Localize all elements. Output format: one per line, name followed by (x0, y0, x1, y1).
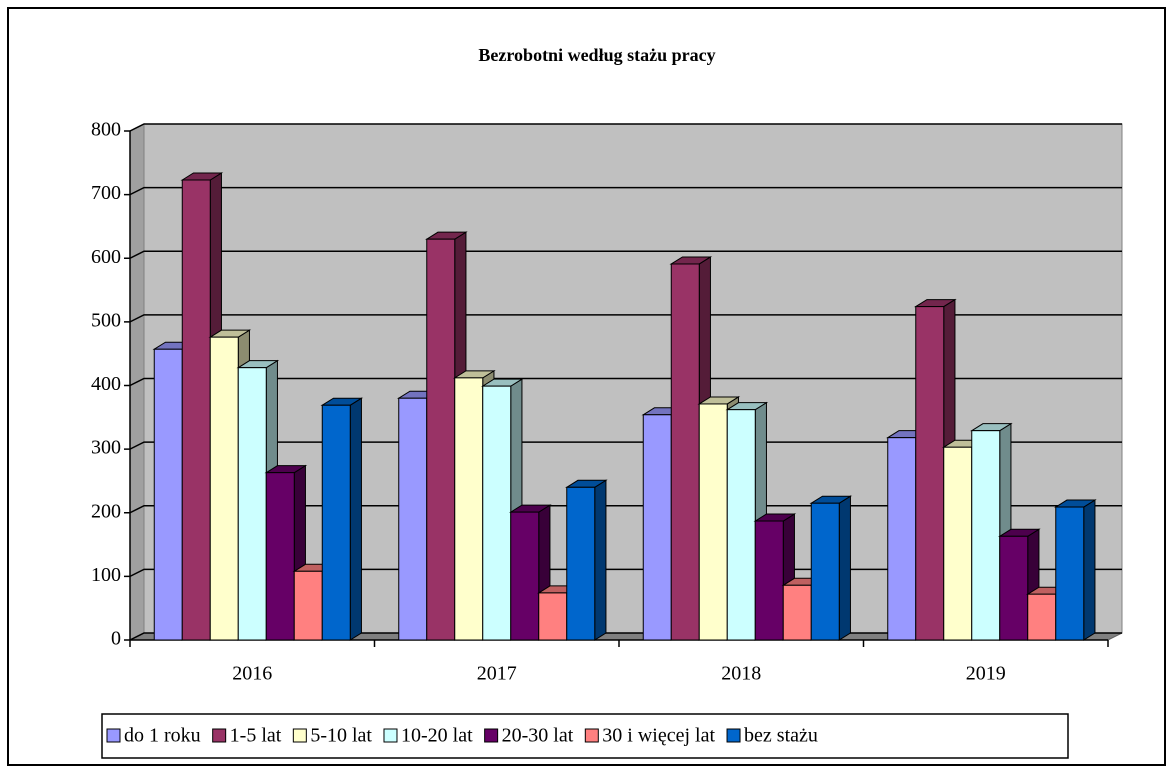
bar (425, 231, 468, 641)
bar-front (810, 502, 840, 641)
y-tick-label: 700 (91, 182, 121, 204)
legend-swatch (383, 728, 398, 743)
bar-side (349, 397, 362, 641)
x-tick-label: 2016 (232, 663, 272, 685)
bar (320, 397, 364, 641)
bar (998, 528, 1041, 641)
bar-front (426, 238, 456, 641)
y-tick-label: 200 (91, 500, 121, 522)
bar-front (454, 377, 484, 641)
bar-front (510, 511, 540, 641)
legend-label: 20-30 lat (502, 725, 574, 747)
legend-label: 1-5 lat (230, 725, 282, 747)
legend-swatch (726, 728, 741, 743)
y-tick-label: 800 (91, 119, 121, 141)
y-tick-label: 600 (91, 246, 121, 268)
legend-label: 10-20 lat (401, 725, 473, 747)
bar-front (726, 409, 756, 641)
bar (565, 479, 608, 641)
grid-line (129, 568, 1122, 578)
x-tick-label: 2018 (721, 663, 761, 685)
legend-label: 30 i więcej lat (602, 725, 715, 747)
bar-front (698, 403, 728, 641)
grid-line (129, 250, 1122, 259)
legend-label: 5-10 lat (310, 725, 372, 747)
bar-front (915, 306, 945, 641)
bar-front (321, 404, 351, 641)
bar-side (594, 479, 607, 641)
grid-line (129, 186, 1122, 196)
grid-line (129, 314, 1122, 323)
y-tick-label: 400 (91, 373, 121, 395)
y-tick-label: 300 (91, 437, 121, 459)
grid-line (129, 123, 1122, 132)
legend-swatch (292, 728, 307, 743)
bar-front (209, 336, 239, 641)
legend-swatch (484, 728, 499, 743)
grid-line (129, 441, 1122, 450)
bar-front (153, 348, 183, 641)
y-tick-label: 0 (111, 628, 121, 650)
bar-front (1055, 506, 1085, 641)
x-tick-label: 2019 (966, 663, 1006, 685)
bar-front (237, 367, 267, 641)
bar-side (838, 495, 851, 641)
bar-front (887, 437, 917, 641)
y-tick-label: 500 (91, 309, 121, 331)
bar-front (754, 520, 784, 641)
bar-front (782, 584, 812, 641)
bar (1054, 499, 1097, 641)
bar-front (293, 570, 323, 641)
bar-front (482, 385, 512, 641)
legend-swatch (584, 728, 599, 743)
bar-side (1083, 499, 1096, 641)
legend-label: do 1 roku (124, 725, 201, 747)
x-tick-label: 2017 (477, 663, 517, 685)
bar-front (999, 535, 1029, 641)
bar-front (943, 446, 973, 641)
bar-front (538, 592, 568, 641)
grid-line (129, 505, 1122, 514)
grid-line (129, 377, 1122, 387)
bar (809, 495, 853, 641)
bar-front (1027, 593, 1057, 641)
y-tick-label: 100 (91, 564, 121, 586)
legend-swatch (212, 728, 227, 743)
bar-front (642, 414, 672, 641)
bar-front (971, 430, 1001, 641)
bar-front (265, 472, 295, 641)
bar-front (398, 397, 428, 641)
bar-front (566, 486, 596, 641)
bar-front (670, 263, 700, 641)
legend-label: bez stażu (744, 725, 818, 747)
legend-swatch (106, 728, 121, 743)
bar-front (181, 179, 211, 641)
chart-title: Bezrobotni według stażu pracy (478, 45, 715, 65)
